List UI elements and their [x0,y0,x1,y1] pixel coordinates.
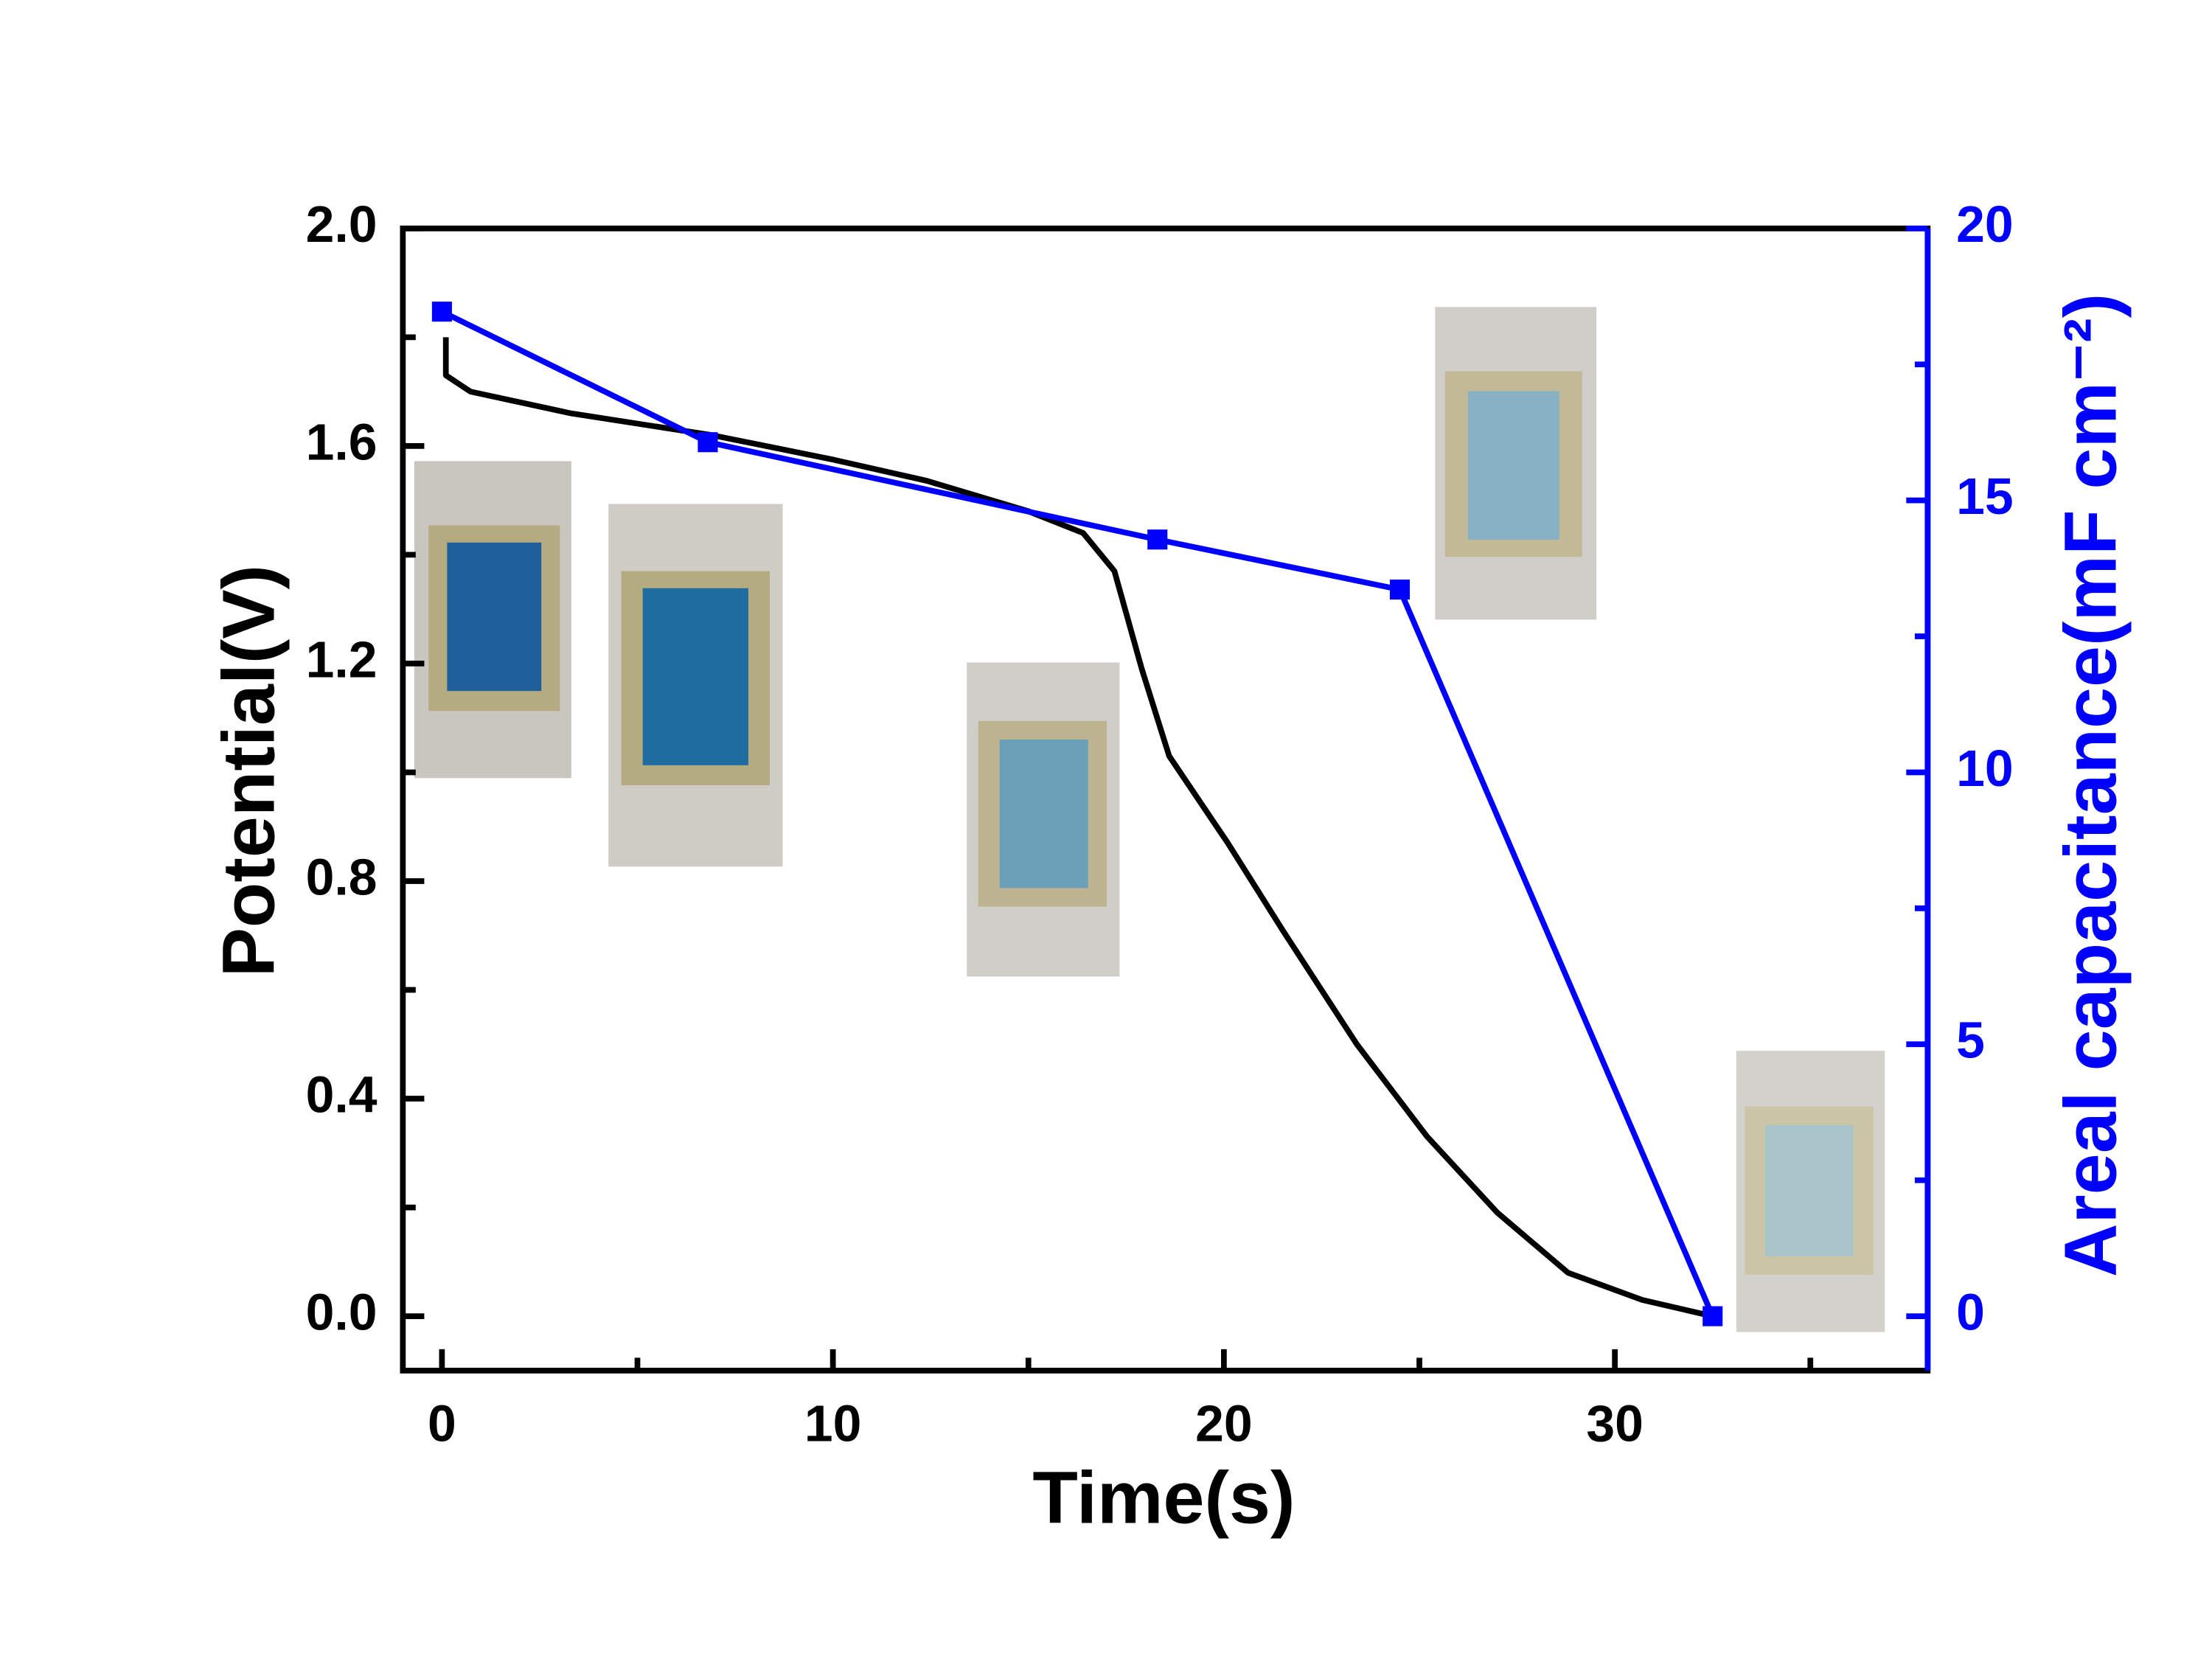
marker [1389,580,1411,600]
y2-tick-label: 20 [1956,195,2014,253]
device-photo [967,662,1120,977]
x-tick-label: 20 [1195,1395,1253,1453]
y-axis-title: Potential(V) [208,565,291,977]
device-photo [1435,307,1597,620]
y-tick-label: 0.0 [306,1284,378,1341]
marker [1703,1306,1723,1326]
y-tick-label: 0.4 [306,1065,378,1123]
y-tick-label: 1.2 [306,630,378,688]
y2-tick-label: 10 [1956,740,2014,797]
x-tick-label: 10 [804,1395,862,1453]
photos [414,307,1885,1332]
device-photo [608,504,783,867]
marker [1147,529,1168,550]
y-tick-label: 0.8 [306,848,378,905]
device-photo [1736,1051,1885,1332]
marker [431,302,452,322]
y2-tick-label: 15 [1956,467,2014,525]
device-photo [414,461,571,779]
y-tick-label: 1.6 [306,413,378,470]
y2-tick-label: 5 [1956,1012,1985,1069]
y2-tick-label: 0 [1956,1284,1985,1341]
x-tick-label: 0 [428,1395,456,1453]
marker [698,432,718,453]
x-axis-title: Time(s) [1032,1457,1295,1540]
y2-axis-title: Areal capacitance(mF cm⁻²) [2049,293,2132,1277]
series-line [442,337,1714,1319]
x-tick-label: 30 [1586,1395,1644,1453]
y-tick-label: 2.0 [306,195,378,253]
